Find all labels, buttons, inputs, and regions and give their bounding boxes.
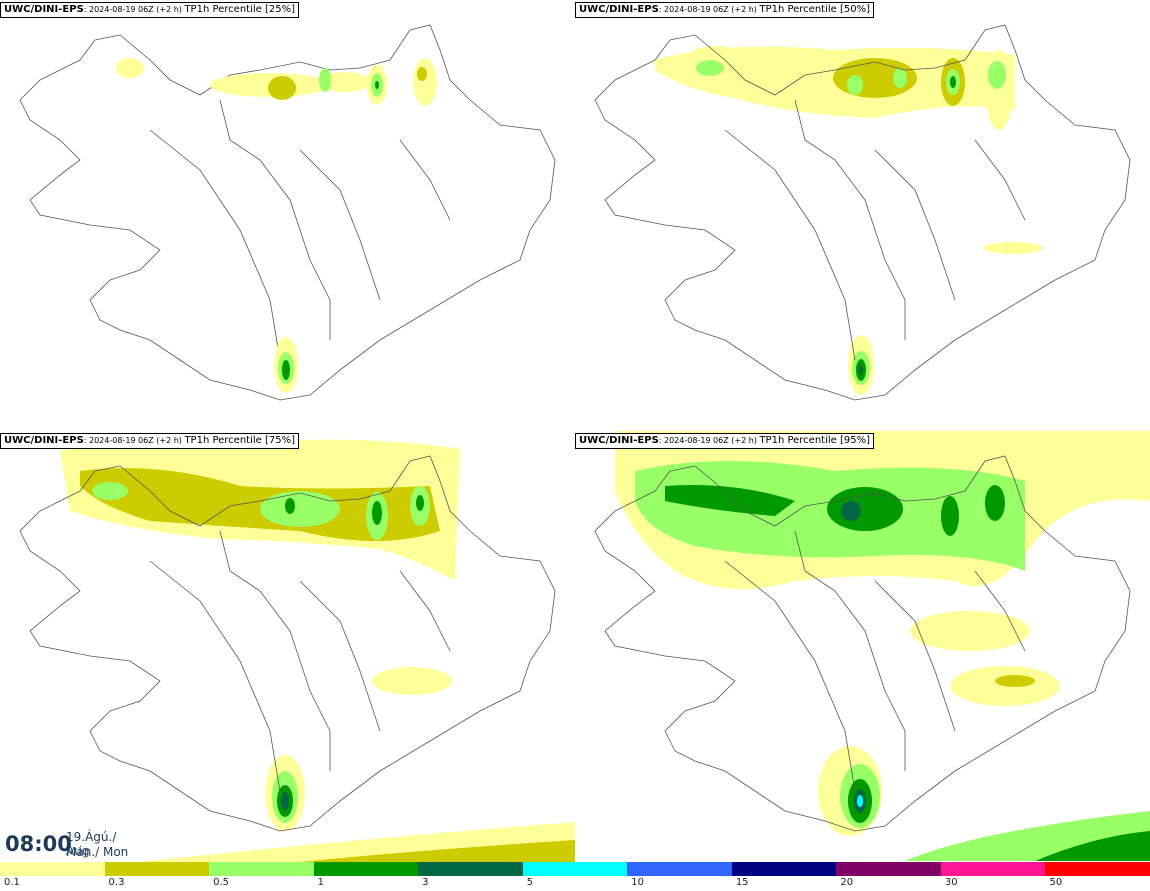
legend-label: 0.3 — [108, 877, 125, 888]
valid-weekday: Mán./ Mon — [66, 845, 129, 859]
legend-swatch — [731, 862, 837, 876]
precip-map-p95 — [594, 431, 1150, 861]
valid-time-box: 08:00 19.Ágú./ Aug Mán./ Mon — [0, 826, 142, 862]
precip-map-p50 — [594, 24, 1131, 401]
map-panel-p50: UWC/DINI-EPS: 2024-08-19 06Z (+2 h) TP1h… — [575, 0, 1150, 430]
legend-label: 20 — [840, 877, 854, 888]
model-name: UWC/DINI-EPS — [579, 4, 659, 15]
legend-color-bar — [0, 862, 1150, 876]
legend-swatch — [836, 862, 941, 876]
precip-map-p25 — [19, 24, 556, 401]
panel-title: UWC/DINI-EPS: 2024-08-19 06Z (+2 h) TP1h… — [0, 433, 299, 449]
field-name: TP1h Percentile [75%] — [184, 435, 295, 446]
valid-date: 19.Ágú./ Aug — [66, 830, 117, 858]
legend-label: 50 — [1049, 877, 1063, 888]
run-info: : 2024-08-19 06Z (+2 h) — [83, 436, 185, 445]
legend-label: 30 — [944, 877, 958, 888]
legend-label: 5 — [526, 877, 534, 888]
map-panel-p75: UWC/DINI-EPS: 2024-08-19 06Z (+2 h) TP1h… — [0, 431, 575, 861]
legend-swatch — [1045, 862, 1150, 876]
field-name: TP1h Percentile [50%] — [759, 4, 870, 15]
legend-swatch — [627, 862, 732, 876]
panel-title: UWC/DINI-EPS: 2024-08-19 06Z (+2 h) TP1h… — [0, 2, 299, 18]
legend-label: 0.5 — [213, 877, 229, 888]
precip-field-p75 — [60, 437, 460, 831]
legend-swatch — [418, 862, 523, 876]
panel-title: UWC/DINI-EPS: 2024-08-19 06Z (+2 h) TP1h… — [575, 433, 874, 449]
legend-swatch — [104, 862, 210, 876]
model-name: UWC/DINI-EPS — [579, 435, 659, 446]
field-name: TP1h Percentile [95%] — [759, 435, 870, 446]
precip-field-p95 — [615, 431, 1150, 861]
panel-title: UWC/DINI-EPS: 2024-08-19 06Z (+2 h) TP1h… — [575, 2, 874, 18]
legend-swatch — [940, 862, 1046, 876]
legend-label: 10 — [631, 877, 644, 888]
model-name: UWC/DINI-EPS — [4, 4, 84, 15]
map-panel-p25: UWC/DINI-EPS: 2024-08-19 06Z (+2 h) TP1h… — [0, 0, 575, 430]
legend-swatch — [313, 862, 419, 876]
precip-field-p50 — [655, 46, 1043, 395]
precip-legend: 0.1 0.3 0.5 1 3 5 10 15 20 30 50 — [0, 862, 1150, 891]
precip-field-p25 — [116, 58, 437, 393]
legend-label: 1 — [317, 877, 324, 888]
legend-swatch — [209, 862, 314, 876]
legend-label: 3 — [422, 877, 429, 888]
precip-map-p75 — [19, 437, 556, 832]
bottom-precip-strip — [140, 822, 575, 862]
run-info: : 2024-08-19 06Z (+2 h) — [658, 5, 760, 14]
run-info: : 2024-08-19 06Z (+2 h) — [83, 5, 185, 14]
valid-time: 08:00 — [5, 832, 72, 856]
legend-swatch — [0, 862, 105, 876]
legend-swatch — [522, 862, 628, 876]
run-info: : 2024-08-19 06Z (+2 h) — [658, 436, 760, 445]
model-name: UWC/DINI-EPS — [4, 435, 84, 446]
legend-label: 15 — [735, 877, 749, 888]
legend-label: 0.1 — [4, 877, 20, 888]
map-panel-p95: UWC/DINI-EPS: 2024-08-19 06Z (+2 h) TP1h… — [575, 431, 1150, 861]
field-name: TP1h Percentile [25%] — [184, 4, 295, 15]
